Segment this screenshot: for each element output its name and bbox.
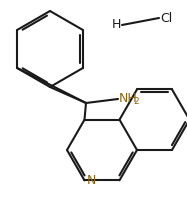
Text: H: H [112,18,121,32]
Text: NH: NH [119,92,138,105]
Text: 2: 2 [134,97,139,106]
Text: Cl: Cl [160,11,172,25]
Text: N: N [87,174,96,187]
